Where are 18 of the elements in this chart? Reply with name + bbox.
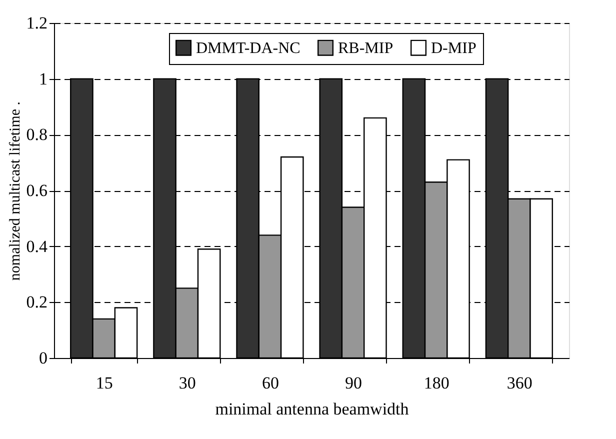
x-tick-label: 360	[506, 374, 532, 392]
y-tick-label: 0.2	[26, 292, 48, 312]
legend-label: D-MIP	[431, 40, 476, 57]
x-tick-label: 180	[424, 374, 450, 392]
y-tick-label: 1	[39, 69, 48, 88]
x-tick-label: 90	[345, 374, 362, 392]
legend-label: RB-MIP	[338, 40, 394, 57]
x-tick-label: 60	[262, 374, 279, 392]
legend-label: DMMT-DA-NC	[196, 40, 300, 57]
x-tick-label: 15	[96, 374, 113, 392]
y-tick-label: 0.6	[26, 181, 48, 200]
y-axis-title: nomalized multicast lifetime .	[7, 101, 24, 281]
x-tick-label: 30	[178, 374, 196, 392]
y-tick-label: 0	[39, 348, 48, 368]
x-axis-title: minimal antenna beamwidth	[215, 400, 410, 418]
y-tick-label: 1.2	[26, 14, 48, 32]
y-tick-label: 0.4	[26, 236, 48, 256]
y-tick-label: 0.8	[26, 125, 48, 144]
